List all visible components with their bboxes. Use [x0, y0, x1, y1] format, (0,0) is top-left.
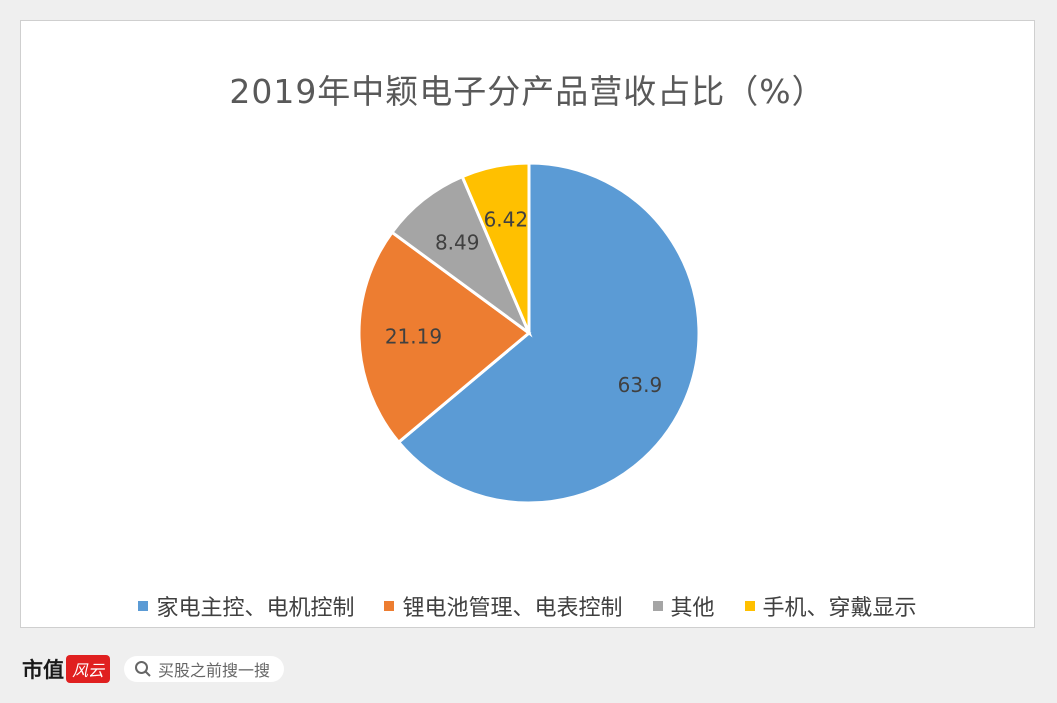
- legend-item: 锂电池管理、电表控制: [384, 590, 623, 622]
- legend-label: 锂电池管理、电表控制: [402, 596, 623, 621]
- legend-swatch: [138, 601, 149, 611]
- search-placeholder: 买股之前搜一搜: [158, 661, 271, 680]
- data-label: 21.19: [385, 325, 442, 349]
- chart-frame: 2019年中颖电子分产品营收占比（%） 63.9 21.19 8.49 6.42 家电…: [20, 20, 1035, 628]
- data-label: 63.9: [618, 373, 663, 397]
- legend-item: 手机、穿戴显示: [744, 590, 917, 622]
- data-label: 6.42: [484, 208, 529, 232]
- search-icon: [135, 661, 151, 677]
- pie-slice: [460, 161, 531, 334]
- pie-chart: 63.9 21.19 8.496.42: [357, 161, 701, 505]
- chart-title: 2019年中颖电子分产品营收占比（%）: [229, 72, 826, 111]
- legend-item: 其他: [652, 590, 715, 622]
- logo-badge: 风云: [66, 655, 111, 683]
- legend-label: 家电主控、电机控制: [156, 596, 355, 621]
- legend-swatch: [652, 601, 663, 611]
- search-box[interactable]: 买股之前搜一搜: [124, 656, 285, 682]
- legend-swatch: [744, 601, 755, 611]
- legend-label: 手机、穿戴显示: [762, 596, 917, 621]
- legend-swatch: [384, 601, 395, 611]
- footer: 市值 风云 买股之前搜一搜: [22, 650, 285, 688]
- pie-slice: [396, 161, 701, 505]
- legend-label: 其他: [670, 596, 715, 621]
- logo-text: 市值: [22, 657, 64, 682]
- data-label: 8.49: [435, 230, 480, 254]
- brand-logo: 市值 风云: [22, 654, 111, 684]
- pie-slice: [389, 174, 533, 338]
- pie-slice: [357, 230, 532, 445]
- legend-item: 家电主控、电机控制: [138, 590, 354, 622]
- chart-legend: 家电主控、电机控制 锂电池管理、电表控制 其他 手机、穿戴显示: [21, 590, 1034, 622]
